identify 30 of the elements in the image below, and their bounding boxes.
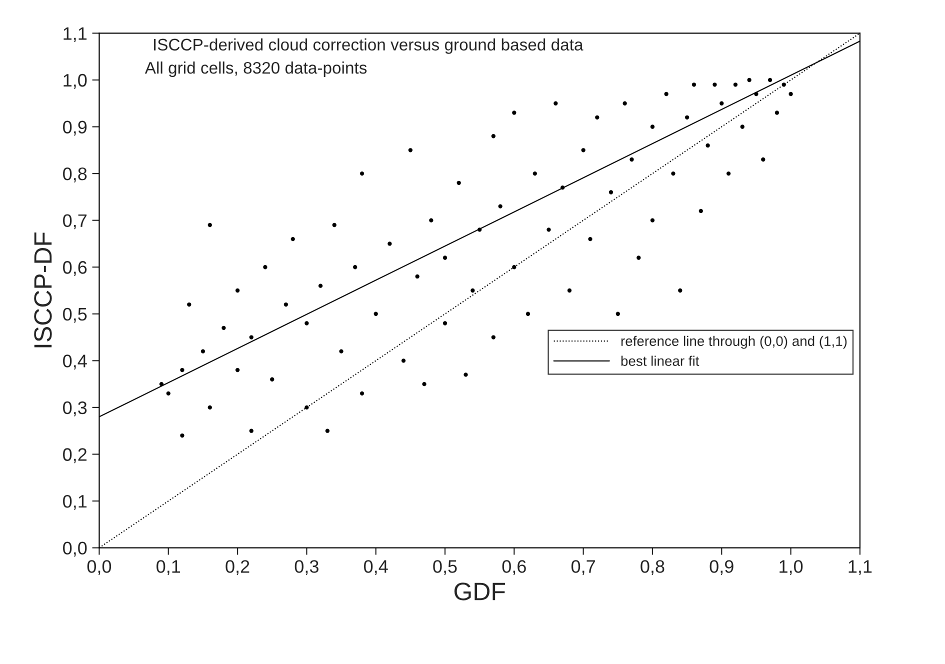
y-tick-label: 1,0 (64, 74, 87, 89)
x-axis-title: GDF (454, 582, 505, 600)
y-tick-label: 0,6 (63, 261, 87, 276)
y-tick-label: 1,1 (64, 27, 87, 42)
y-tick-label: 0,3 (63, 401, 87, 416)
x-tick-label: 0,4 (364, 560, 388, 575)
y-tick-label: 0,2 (63, 448, 87, 464)
x-tick-label: 0,6 (502, 560, 526, 575)
x-tick-label: 0,2 (226, 560, 250, 575)
legend-label: best linear fit (621, 356, 700, 366)
text: All grid cells, 8320 data-points (144, 62, 367, 78)
x-tick-label: 0,5 (433, 560, 457, 575)
y-tick-label: 0,4 (63, 354, 87, 370)
x-tick-label: 0,3 (294, 560, 318, 575)
y-tick-label: 0,0 (63, 542, 87, 557)
x-tick-label: 0,0 (87, 560, 112, 575)
y-tick-label: 0,7 (63, 214, 87, 230)
x-tick-label: 0,8 (640, 560, 664, 575)
y-tick-label: 0,5 (63, 308, 87, 323)
x-tick-label: 1,1 (848, 560, 872, 575)
x-tick-label: 0,9 (710, 560, 734, 575)
x-tick-label: 1,0 (780, 560, 803, 575)
x-tick-label: 0,1 (156, 560, 180, 575)
y-axis-title: ISCCP-DF (34, 232, 52, 348)
chart-title: ISCCP-derived cloud correction versus ground based data (154, 38, 584, 54)
x-tick-label: 0,7 (571, 560, 595, 575)
y-tick-label: 0,9 (63, 120, 87, 136)
y-tick-label: 0,1 (63, 494, 87, 510)
y-tick-label: 0,8 (63, 167, 87, 182)
legend-label: reference line through (0,0) and (1,1) (621, 336, 847, 349)
